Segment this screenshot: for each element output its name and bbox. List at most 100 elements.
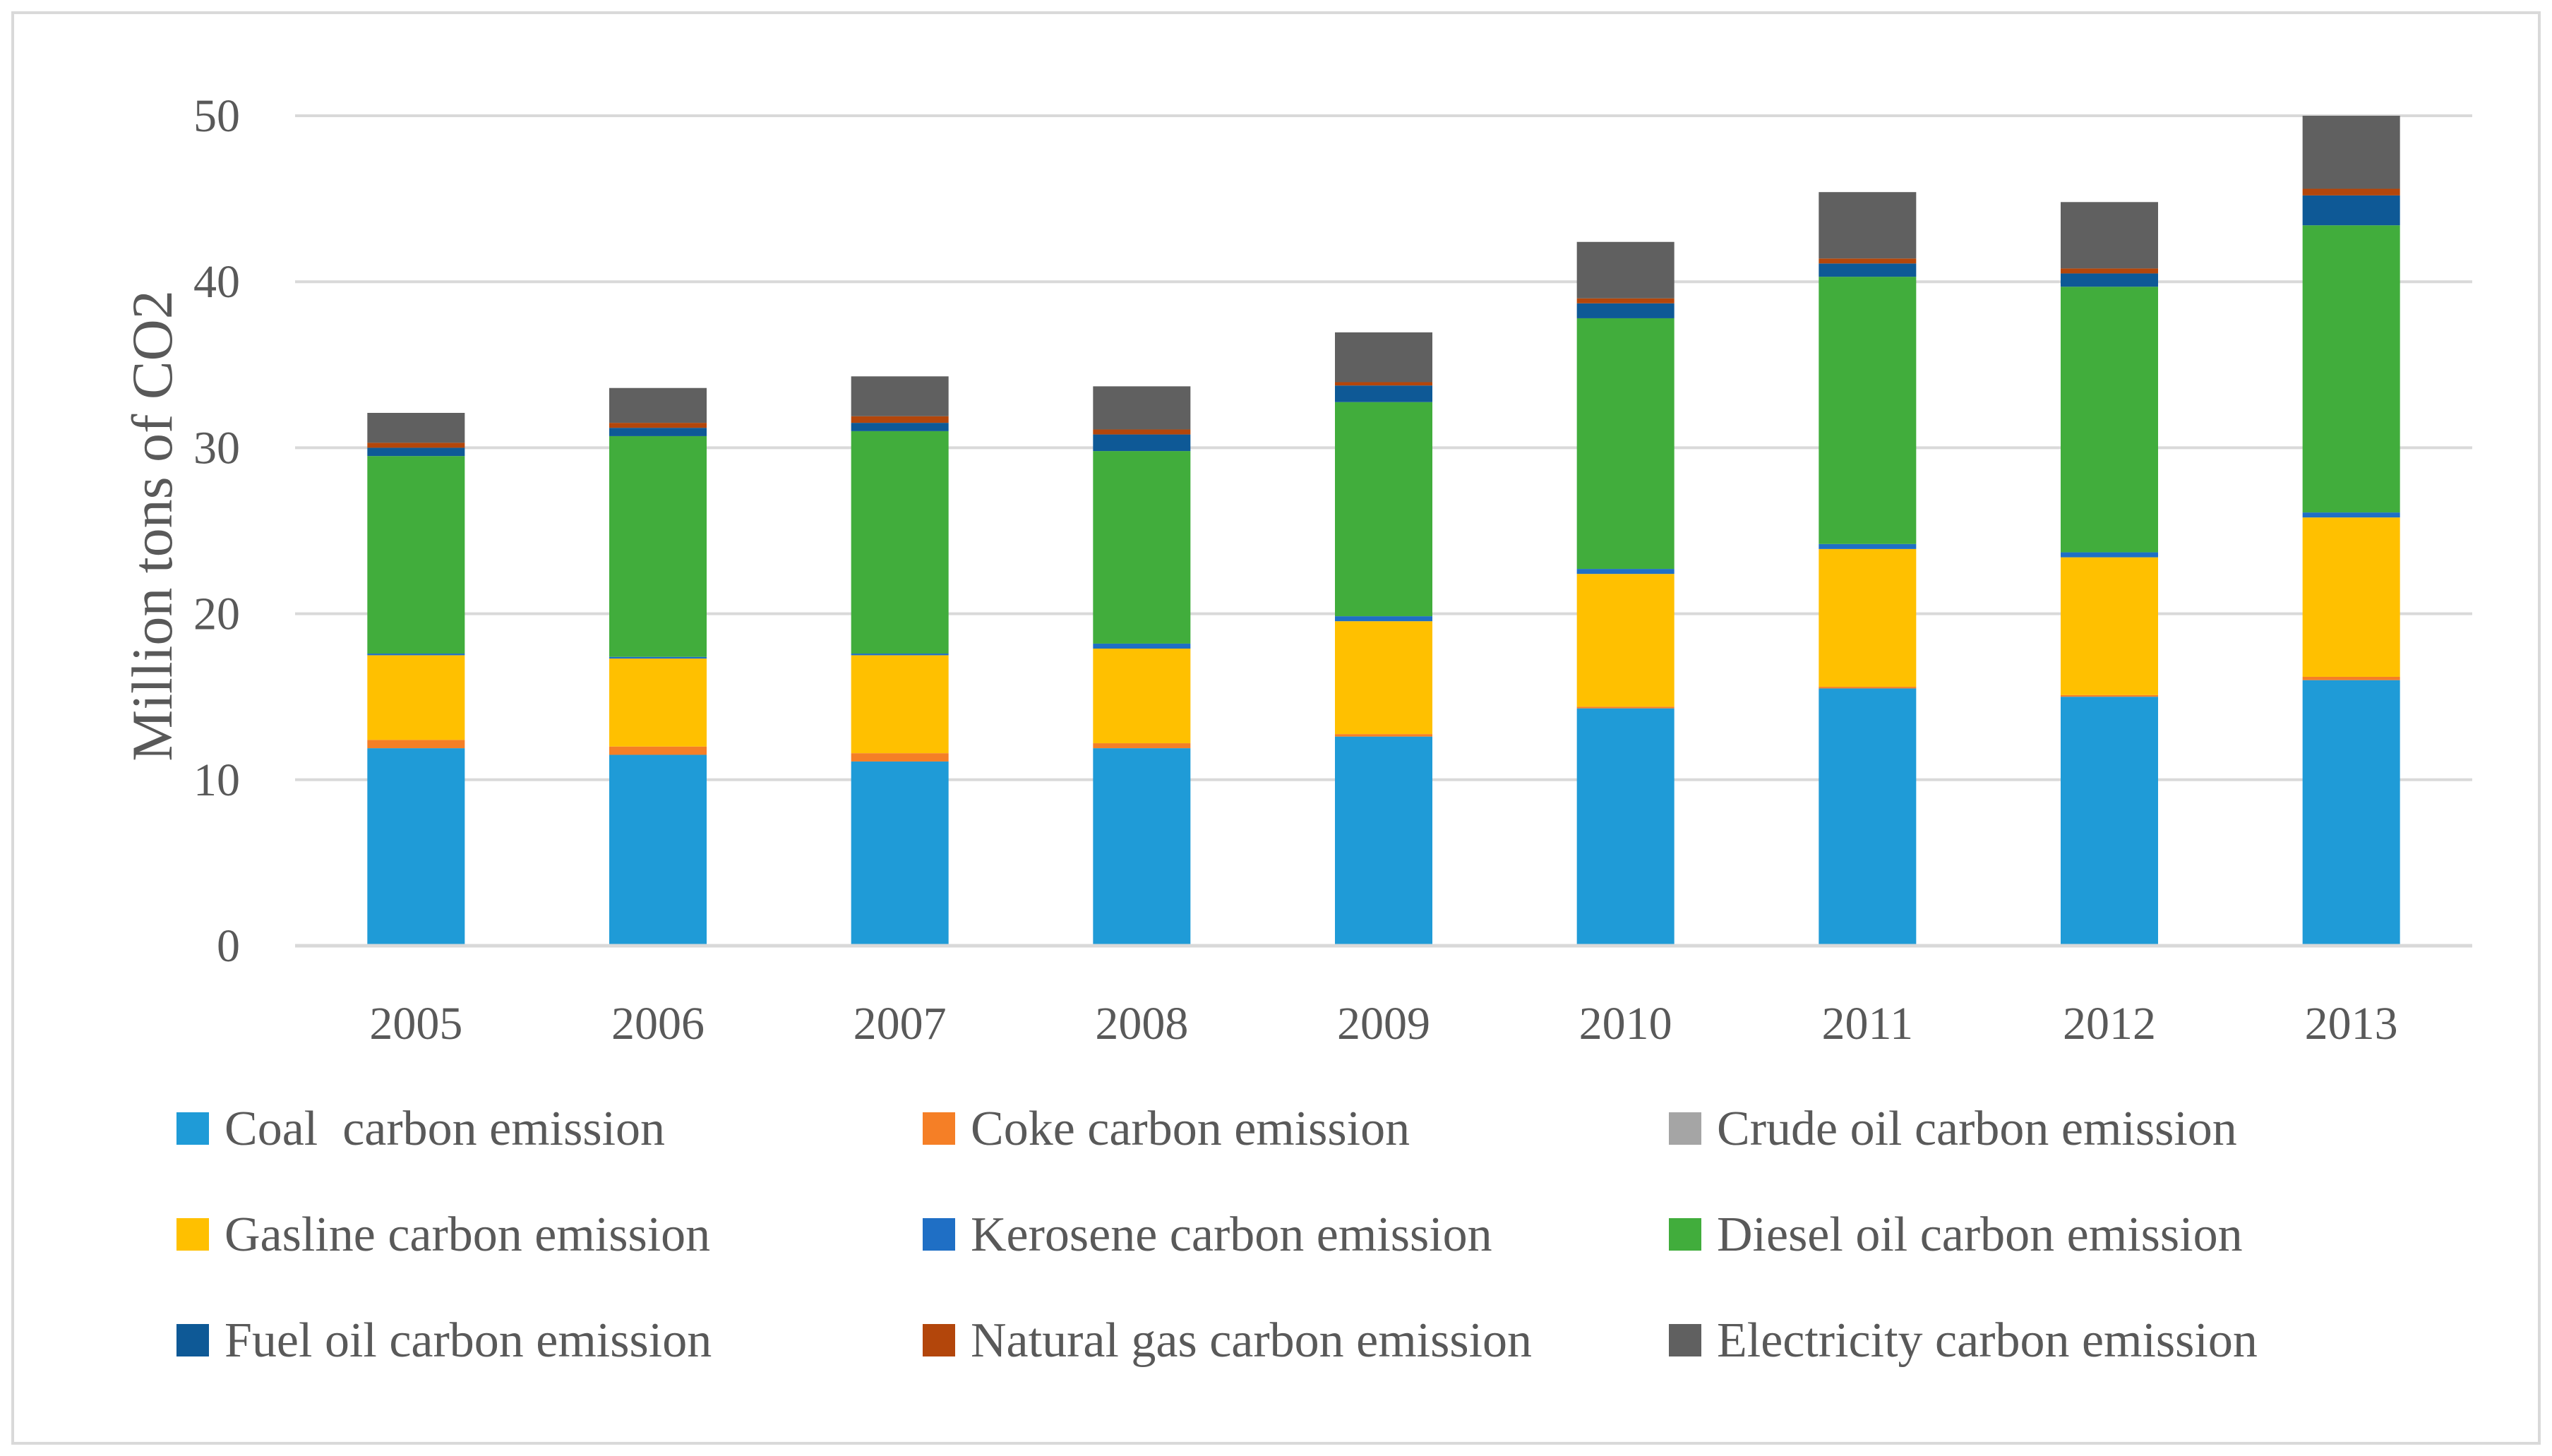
bar-segment [2061, 552, 2158, 558]
bar-segment [1576, 708, 1675, 946]
legend-item: Diesel oil carbon emission [1669, 1208, 2243, 1262]
bar-segment [851, 654, 949, 656]
y-tick-label: 50 [193, 90, 240, 142]
bar-segment [1093, 748, 1191, 946]
bar-segment [851, 423, 949, 431]
bar-segment [1335, 382, 1432, 386]
bar-segment [1576, 318, 1675, 570]
bar-stack-2007 [851, 376, 949, 946]
axes: 0 10 20 30 40 50 2005 2006 2007 2008 2009 2010 2011 2… [193, 90, 2472, 1049]
x-tick-label: 2009 [1337, 998, 1430, 1049]
bar-segment [1335, 616, 1432, 622]
legend-swatch [923, 1112, 955, 1145]
bar-stack-2006 [609, 387, 707, 946]
legend-item: Gasline carbon emission [176, 1208, 710, 1262]
legend-swatch [1669, 1324, 1701, 1356]
bar-segment [609, 754, 707, 946]
bar-segment [2061, 697, 2158, 946]
x-tick-label: 2012 [2063, 998, 2156, 1049]
legend-label: Electricity carbon emission [1717, 1313, 2258, 1368]
bar-segment [2061, 287, 2158, 553]
bar-segment [609, 428, 707, 436]
legend-swatch [1669, 1112, 1701, 1145]
legend-swatch [176, 1324, 209, 1356]
bar-segment [2061, 557, 2158, 695]
bar-segment [2302, 188, 2400, 195]
bar-stack-2010 [1576, 241, 1675, 946]
legend-item: Natural gas carbon emission [923, 1313, 1532, 1368]
bar-segment [367, 740, 465, 749]
bar-segment [1093, 429, 1191, 435]
bar-segment [1093, 648, 1191, 744]
bar-segment [2302, 116, 2400, 189]
bar-segment [851, 753, 949, 762]
legend-label: Coke carbon emission [971, 1102, 1410, 1156]
bar-segment [1093, 743, 1191, 749]
bar-segment [609, 423, 707, 428]
bar-segment [2061, 202, 2158, 269]
bar-segment [1576, 303, 1675, 318]
bar-stack-2005 [367, 413, 465, 946]
legend-swatch [923, 1218, 955, 1251]
bar-segment [609, 387, 707, 423]
legend-swatch [923, 1324, 955, 1356]
legend-label: Kerosene carbon emission [971, 1208, 1492, 1262]
bar-segment [1335, 734, 1432, 737]
bars [367, 116, 2400, 946]
legend-label: Gasline carbon emission [224, 1208, 710, 1262]
bar-segment [1576, 241, 1675, 299]
bar-segment [367, 456, 465, 654]
legend-label: Crude oil carbon emission [1717, 1102, 2237, 1156]
bar-segment [851, 376, 949, 416]
bar-segment [1093, 386, 1191, 430]
bar-segment [609, 656, 707, 659]
bar-segment [367, 443, 465, 448]
bar-segment [2302, 512, 2400, 518]
bar-segment [2302, 225, 2400, 513]
bar-segment [367, 413, 465, 443]
bar-segment [1335, 621, 1432, 735]
x-tick-label: 2010 [1579, 998, 1672, 1049]
legend-item: Coke carbon emission [923, 1102, 1410, 1156]
legend-item: Coal carbon emission [176, 1102, 665, 1156]
x-tick-label: 2011 [1822, 998, 1914, 1049]
y-tick-label: 10 [193, 754, 240, 806]
legend-item: Electricity carbon emission [1669, 1313, 2258, 1368]
legend-label: Coal carbon emission [224, 1102, 665, 1156]
bar-segment [1335, 736, 1432, 946]
y-tick-label: 0 [217, 920, 240, 972]
y-tick-label: 30 [193, 422, 240, 474]
bar-segment [609, 658, 707, 747]
bar-segment [1819, 258, 1917, 264]
bar-segment [367, 654, 465, 656]
x-tick-label: 2006 [611, 998, 705, 1049]
bar-segment [1335, 332, 1432, 383]
bar-segment [851, 431, 949, 654]
legend-item: Fuel oil carbon emission [176, 1313, 712, 1368]
bar-segment [1819, 687, 1917, 689]
legend-swatch [1669, 1218, 1701, 1251]
bar-segment [2061, 268, 2158, 274]
bar-segment [1576, 706, 1675, 709]
bar-stack-2008 [1093, 386, 1191, 946]
bar-segment [1819, 548, 1917, 687]
bar-segment [2302, 517, 2400, 677]
bar-segment [1819, 263, 1917, 277]
bar-segment [367, 447, 465, 457]
legend-swatch [176, 1112, 209, 1145]
bar-segment [367, 748, 465, 946]
bar-segment [1576, 569, 1675, 574]
bar-segment [367, 655, 465, 740]
bar-segment [1576, 298, 1675, 303]
bar-segment [851, 655, 949, 754]
bar-segment [1819, 277, 1917, 544]
x-tick-label: 2013 [2305, 998, 2398, 1049]
bar-segment [2061, 273, 2158, 287]
bar-stack-2012 [2061, 202, 2158, 946]
x-tick-label: 2007 [853, 998, 947, 1049]
legend-label: Fuel oil carbon emission [224, 1313, 712, 1368]
legend: Coal carbon emission Coke carbon emission… [176, 1102, 2258, 1368]
bar-stack-2011 [1819, 192, 1917, 946]
